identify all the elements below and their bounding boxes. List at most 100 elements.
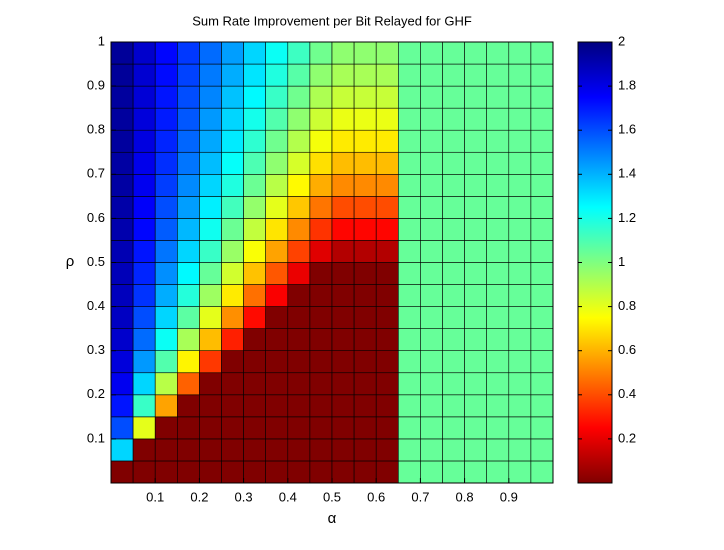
heatmap-cell (397, 438, 421, 462)
heatmap-cell (132, 372, 156, 396)
heatmap-cell (110, 394, 134, 418)
heatmap-cell (265, 350, 289, 374)
heatmap-cell (110, 350, 134, 374)
heatmap-cell (353, 328, 377, 351)
heatmap-cell (243, 262, 267, 285)
heatmap-cell (154, 174, 178, 197)
heatmap-cell (464, 196, 488, 219)
heatmap-cell (375, 240, 399, 263)
heatmap-cell (110, 460, 134, 484)
heatmap-cell (331, 63, 355, 87)
heatmap-cell (486, 394, 510, 418)
heatmap-cell (132, 350, 156, 374)
heatmap-cell (508, 129, 532, 153)
heatmap-cell (331, 240, 355, 263)
heatmap-cell (442, 262, 465, 285)
heatmap-cell (110, 218, 134, 241)
heatmap-cell (199, 218, 222, 241)
heatmap-cell (353, 174, 377, 197)
heatmap-cell (464, 85, 488, 109)
chart-title: Sum Rate Improvement per Bit Relayed for… (192, 13, 472, 28)
heatmap-cell (442, 284, 465, 307)
heatmap-cell (464, 328, 488, 351)
heatmap-cell (177, 438, 200, 462)
heatmap-cell (486, 262, 510, 285)
heatmap-cell (464, 262, 488, 285)
heatmap-cell (375, 460, 399, 484)
heatmap-cell (442, 328, 465, 351)
heatmap-cell (243, 41, 267, 65)
heatmap-cell (287, 107, 311, 131)
colorbar-tick-label: 0.2 (618, 430, 636, 445)
y-tick-label: 0.3 (87, 342, 105, 357)
heatmap-cell (397, 372, 421, 396)
heatmap-cell (199, 306, 222, 329)
heatmap-cell (177, 151, 200, 175)
heatmap-cell (464, 107, 488, 131)
heatmap-cell (331, 328, 355, 351)
heatmap-cell (243, 85, 267, 109)
heatmap-cell (221, 372, 244, 396)
heatmap-cell (530, 85, 554, 109)
heatmap-cell (110, 372, 134, 396)
heatmap-cell (464, 416, 488, 440)
heatmap-cell (154, 41, 178, 65)
heatmap-cell (353, 350, 377, 374)
heatmap-cell (154, 438, 178, 462)
heatmap-cell (397, 394, 421, 418)
heatmap-cell (508, 306, 532, 329)
heatmap-cell (397, 284, 421, 307)
x-tick-label: 0.7 (411, 489, 429, 504)
heatmap-cell (508, 416, 532, 440)
heatmap-cell (420, 107, 443, 131)
heatmap-cell (221, 218, 244, 241)
heatmap-cell (243, 460, 267, 484)
heatmap-cell (420, 328, 443, 351)
heatmap-cell (243, 196, 267, 219)
heatmap-cell (375, 85, 399, 109)
heatmap-cell (464, 306, 488, 329)
heatmap-cell (265, 196, 289, 219)
heatmap-cell (199, 151, 222, 175)
heatmap-cell (397, 196, 421, 219)
heatmap-cell (154, 372, 178, 396)
colorbar-tick-label: 1.2 (618, 210, 636, 225)
heatmap-cell (221, 196, 244, 219)
heatmap-cell (265, 240, 289, 263)
heatmap-cell (287, 63, 311, 87)
heatmap-cell (375, 41, 399, 65)
heatmap-cell (177, 85, 200, 109)
heatmap-cell (287, 460, 311, 484)
heatmap-cell (177, 63, 200, 87)
heatmap-cell (287, 284, 311, 307)
heatmap-cell (530, 372, 554, 396)
heatmap-cell (199, 262, 222, 285)
heatmap-cell (265, 328, 289, 351)
heatmap-cell (287, 129, 311, 153)
heatmap-cell (486, 416, 510, 440)
heatmap-cell (287, 328, 311, 351)
heatmap-cell (508, 438, 532, 462)
heatmap-cell (375, 129, 399, 153)
heatmap-cell (508, 63, 532, 87)
heatmap-cell (309, 107, 333, 131)
heatmap-cell (486, 438, 510, 462)
heatmap-cell (375, 218, 399, 241)
heatmap-cell (132, 218, 156, 241)
heatmap-cell (177, 306, 200, 329)
heatmap-cell (375, 394, 399, 418)
heatmap-cell (287, 41, 311, 65)
heatmap-cell (132, 151, 156, 175)
heatmap-cell (486, 218, 510, 241)
heatmap-cell (397, 460, 421, 484)
heatmap-cell (397, 262, 421, 285)
heatmap-cell (397, 41, 421, 65)
heatmap-cell (442, 372, 465, 396)
heatmap-cell (309, 240, 333, 263)
heatmap-cell (486, 306, 510, 329)
colorbar-tick-label: 1.4 (618, 166, 636, 181)
heatmap-cell (420, 350, 443, 374)
heatmap-cell (132, 262, 156, 285)
heatmap-cell (442, 350, 465, 374)
heatmap-cell (442, 240, 465, 263)
